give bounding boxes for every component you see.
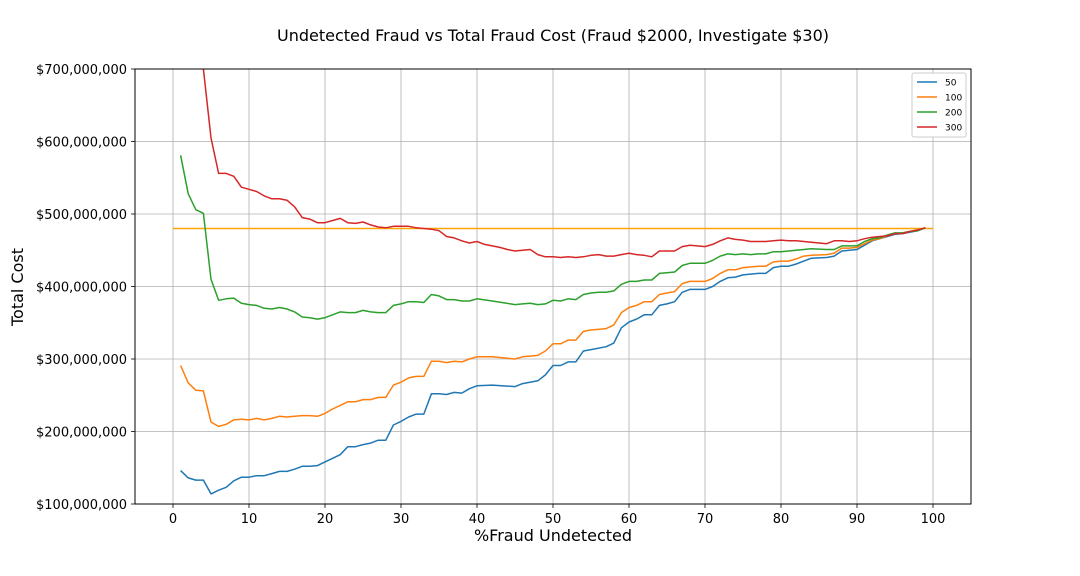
- legend-label-50: 50: [945, 79, 957, 89]
- legend: 50 100 200 300: [911, 72, 967, 138]
- x-axis-ticks: 0 10 20 30 40 50 60 70 80 90 100: [169, 504, 946, 527]
- x-tick-label: 100: [921, 512, 946, 527]
- y-tick-label: $700,000,000: [36, 63, 127, 78]
- y-tick-label: $300,000,000: [36, 353, 127, 368]
- legend-box: [911, 72, 967, 138]
- x-tick-label: 70: [697, 512, 714, 527]
- legend-label-200: 200: [945, 109, 962, 119]
- x-tick-label: 10: [241, 512, 258, 527]
- x-tick-label: 90: [849, 512, 866, 527]
- x-tick-label: 30: [393, 512, 410, 527]
- legend-label-300: 300: [945, 124, 962, 134]
- y-tick-label: $400,000,000: [36, 281, 127, 296]
- chart-title: Undetected Fraud vs Total Fraud Cost (Fr…: [277, 26, 829, 45]
- series-line-100: [179, 227, 926, 428]
- y-tick-label: $500,000,000: [36, 208, 127, 223]
- legend-label-100: 100: [945, 94, 962, 104]
- x-tick-label: 50: [545, 512, 562, 527]
- y-tick-label: $200,000,000: [36, 426, 127, 441]
- x-tick-label: 0: [169, 512, 177, 527]
- y-axis-label: Total Cost: [8, 248, 27, 327]
- x-tick-label: 20: [317, 512, 334, 527]
- x-tick-label: 40: [469, 512, 486, 527]
- series-line-50: [180, 227, 926, 495]
- y-tick-label: $100,000,000: [36, 498, 127, 513]
- x-axis-label: %Fraud Undetected: [474, 526, 632, 545]
- x-tick-label: 80: [773, 512, 790, 527]
- x-tick-label: 60: [621, 512, 638, 527]
- y-axis-ticks: $100,000,000 $200,000,000 $300,000,000 $400…: [36, 63, 135, 513]
- series-line-200: [179, 155, 926, 320]
- series-line-300: [202, 69, 926, 259]
- y-tick-label: $600,000,000: [36, 136, 127, 151]
- series-lines: [179, 69, 926, 495]
- grid-lines: [135, 68, 971, 505]
